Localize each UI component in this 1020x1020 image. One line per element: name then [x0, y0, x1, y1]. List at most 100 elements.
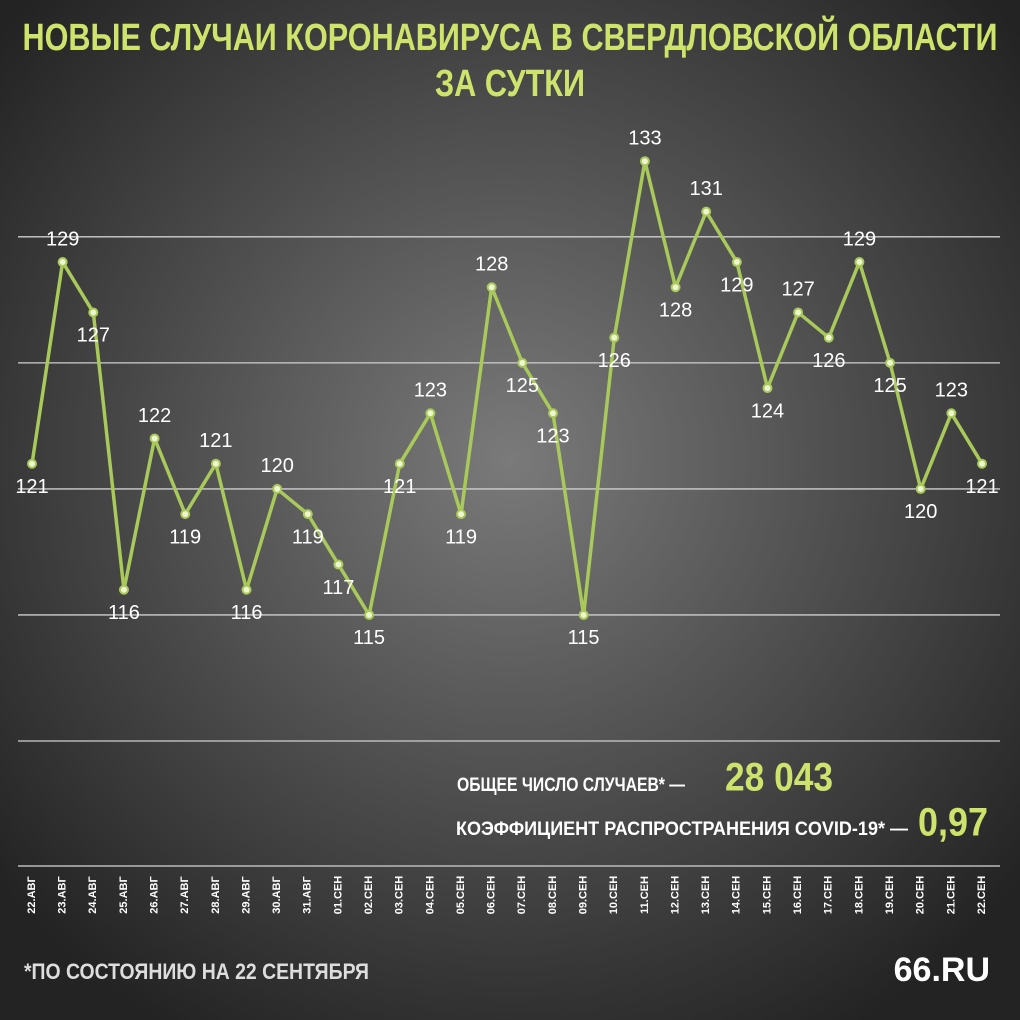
data-point	[517, 357, 528, 368]
value-label: 119	[445, 526, 477, 548]
x-tick-label: 31.АВГ	[302, 876, 314, 914]
value-label: 121	[15, 476, 48, 498]
value-label: 125	[873, 375, 906, 397]
value-label: 131	[690, 178, 723, 200]
data-point	[333, 559, 344, 570]
data-point	[578, 609, 589, 620]
x-tick-label: 07.СЕН	[516, 876, 528, 915]
data-point	[364, 609, 375, 620]
data-point	[57, 257, 68, 268]
logo: 66.RU	[894, 951, 990, 989]
data-point	[915, 483, 926, 494]
value-label: 126	[812, 350, 845, 372]
value-label: 115	[568, 627, 600, 649]
x-tick-label: 27.АВГ	[179, 876, 191, 914]
value-label: 127	[781, 279, 814, 301]
x-tick-label: 22.АВГ	[26, 876, 38, 914]
data-point	[701, 206, 712, 217]
value-label: 129	[843, 228, 876, 250]
x-tick-label: 04.СЕН	[424, 876, 436, 915]
value-label: 122	[138, 405, 171, 427]
data-point	[793, 307, 804, 318]
value-label: 121	[965, 476, 998, 498]
data-point	[762, 383, 773, 394]
x-tick-label: 09.СЕН	[578, 876, 590, 915]
data-point	[854, 257, 865, 268]
data-point	[180, 509, 191, 520]
data-point	[547, 408, 558, 419]
value-label: 120	[904, 501, 937, 523]
value-label: 123	[414, 380, 447, 402]
total-label: ОБЩЕЕ ЧИСЛО СЛУЧАЕВ* —	[457, 775, 685, 796]
data-point	[88, 307, 99, 318]
value-label: 125	[506, 375, 539, 397]
x-tick-label: 02.СЕН	[363, 876, 375, 915]
total-value: 28 043	[725, 756, 833, 800]
data-point	[977, 458, 987, 469]
value-label: 119	[292, 526, 324, 548]
x-tick-label: 03.СЕН	[394, 876, 406, 915]
footnote: *ПО СОСТОЯНИЮ НА 22 СЕНТЯБРЯ	[24, 959, 369, 984]
x-tick-label: 16.СЕН	[792, 876, 804, 915]
x-tick-label: 26.АВГ	[148, 876, 160, 914]
rate-label: КОЭФФИЦИЕНТ РАСПРОСТРАНЕНИЯ COVID-19* —	[456, 819, 908, 840]
x-tick-label: 24.АВГ	[87, 876, 99, 914]
chart-subtitle: ЗА СУТКИ	[435, 63, 585, 105]
value-label: 121	[199, 430, 232, 452]
data-point	[823, 332, 834, 343]
x-tick-label: 11.СЕН	[639, 876, 651, 914]
data-line	[30, 159, 984, 617]
value-label: 128	[659, 300, 692, 322]
x-tick-label: 10.СЕН	[608, 876, 620, 915]
x-tick-label: 20.СЕН	[915, 876, 927, 915]
x-tick-label: 19.СЕН	[884, 876, 896, 915]
value-label: 121	[383, 476, 416, 498]
data-point	[241, 584, 252, 595]
value-label: 123	[935, 380, 968, 402]
data-point	[425, 408, 436, 419]
value-label: 123	[536, 426, 569, 448]
x-tick-label: 30.АВГ	[271, 876, 283, 914]
data-point	[272, 483, 283, 494]
value-label: 133	[628, 127, 661, 149]
x-tick-label: 08.СЕН	[547, 876, 559, 915]
x-tick-label: 21.СЕН	[945, 876, 957, 915]
x-tick-label: 28.АВГ	[210, 876, 222, 914]
data-point	[27, 458, 37, 469]
x-tick-label: 29.АВГ	[240, 876, 252, 914]
value-label: 129	[720, 274, 753, 296]
value-label: 127	[77, 325, 110, 347]
data-point	[946, 408, 957, 419]
x-tick-label: 22.СЕН	[976, 876, 988, 915]
data-point	[885, 357, 896, 368]
data-point	[486, 282, 497, 293]
data-point	[670, 282, 681, 293]
value-label: 129	[46, 228, 79, 250]
x-tick-label: 23.АВГ	[57, 876, 69, 914]
value-label: 128	[475, 254, 508, 276]
value-label: 116	[108, 602, 140, 624]
x-tick-label: 12.СЕН	[669, 876, 681, 915]
data-point	[456, 509, 467, 520]
plot: 121 129 127 116 122 119 121 116 120 119 117 115 121 1…	[15, 127, 1000, 914]
value-label: 119	[169, 526, 201, 548]
data-point	[639, 156, 650, 167]
value-label: 117	[323, 577, 355, 599]
data-point	[731, 257, 742, 268]
x-tick-label: 15.СЕН	[761, 876, 773, 915]
data-point	[149, 433, 160, 444]
data-point	[210, 458, 221, 469]
x-tick-label: 17.СЕН	[823, 876, 835, 915]
x-tick-label: 06.СЕН	[486, 876, 498, 915]
x-tick-label: 13.СЕН	[700, 876, 712, 915]
x-tick-label: 05.СЕН	[455, 876, 467, 915]
value-label: 116	[231, 602, 263, 624]
rate-value: 0,97	[918, 801, 988, 845]
x-tick-label: 18.СЕН	[853, 876, 865, 915]
data-point	[609, 332, 620, 343]
x-tick-label: 14.СЕН	[731, 876, 743, 915]
data-point	[302, 509, 313, 520]
